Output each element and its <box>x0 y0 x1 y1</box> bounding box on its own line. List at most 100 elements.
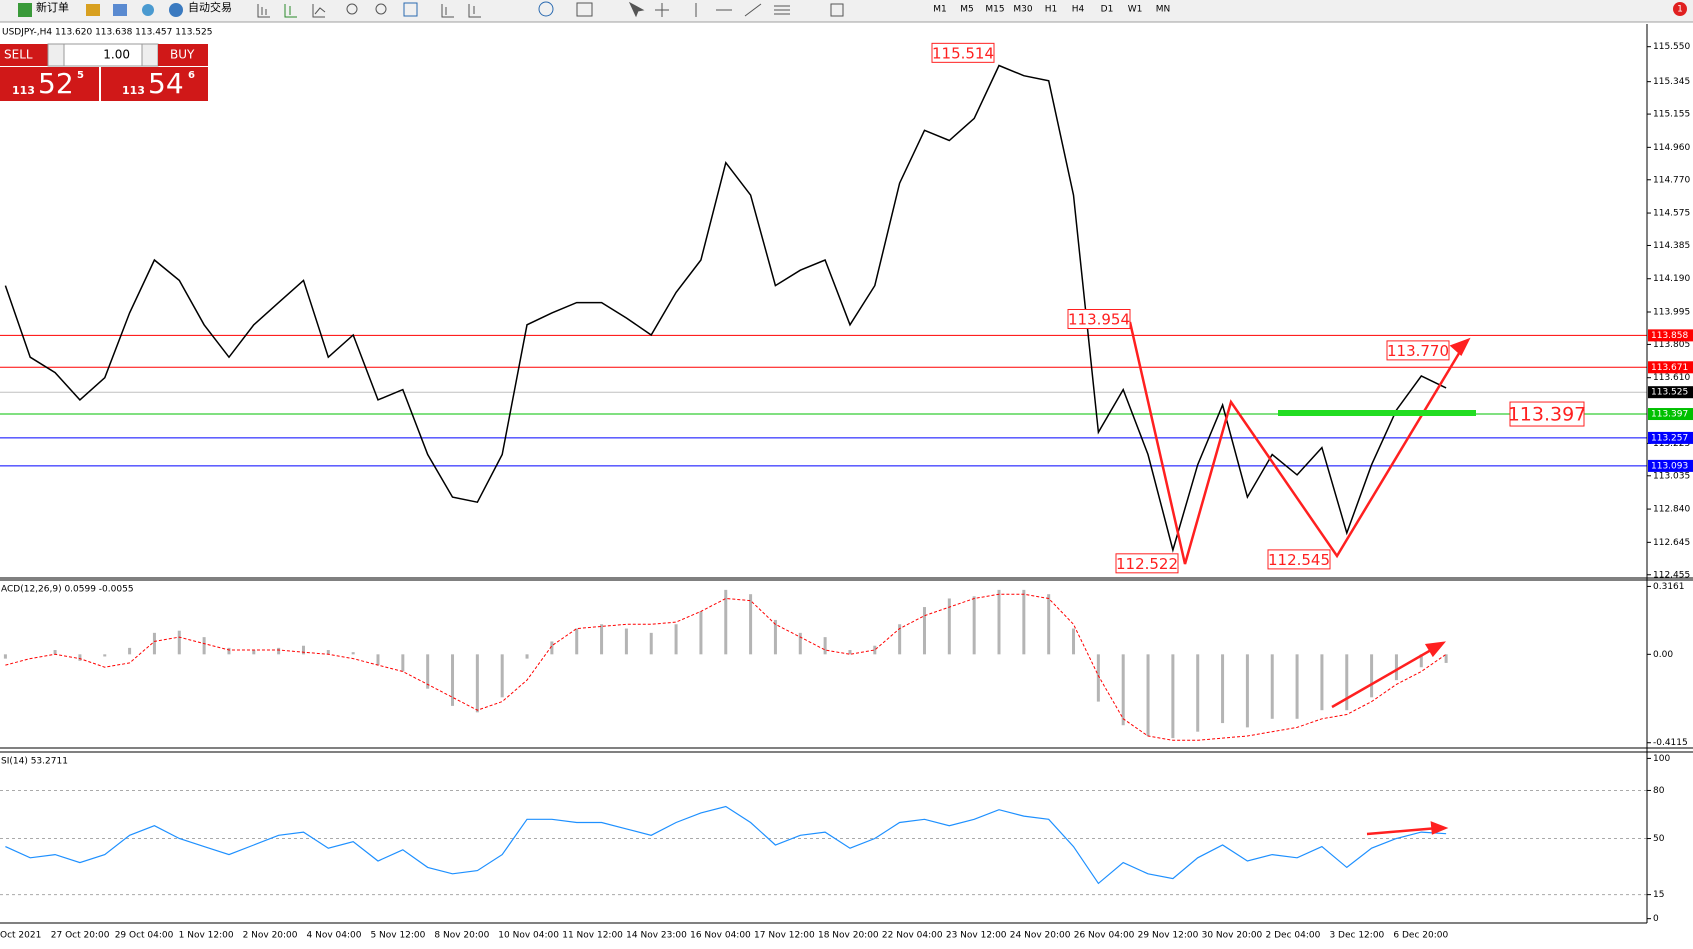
auto-trading-icon[interactable] <box>169 3 183 17</box>
histogram-bar <box>1146 654 1150 736</box>
timeframe-button[interactable]: M15 <box>985 5 1004 15</box>
ask-box[interactable] <box>101 67 208 101</box>
level-label-box <box>1648 431 1693 444</box>
histogram-bar <box>277 647 281 655</box>
y-tick-label: 112.840 <box>1653 505 1690 515</box>
timeframe-button[interactable]: H1 <box>1045 5 1058 15</box>
histogram-bar <box>1196 654 1200 732</box>
y-tick-label: 115.155 <box>1653 110 1690 120</box>
icon[interactable] <box>113 4 127 16</box>
chart-window <box>0 24 1693 949</box>
plots: 115.550 115.345 115.155 114.960 114.770 114.5… <box>0 28 1693 941</box>
icon[interactable] <box>284 4 297 18</box>
new-order-icon[interactable] <box>18 3 32 17</box>
histogram-bar <box>475 654 479 713</box>
histogram-bar <box>1370 654 1374 698</box>
timeframe-button[interactable]: D1 <box>1101 5 1114 15</box>
x-tick-label: Oct 2021 <box>0 931 41 941</box>
auto-trading-button[interactable]: 自动交易 <box>188 0 232 14</box>
timeframe-button[interactable]: MN <box>1156 5 1171 15</box>
histogram-bar <box>1419 654 1423 668</box>
cursor-tool[interactable] <box>628 1 645 18</box>
histogram-bar <box>674 624 678 655</box>
x-tick-label: 29 Oct 04:00 <box>115 931 174 941</box>
timeframe-button[interactable]: M1 <box>933 5 947 15</box>
icon[interactable] <box>257 4 270 18</box>
icon[interactable] <box>468 4 481 18</box>
icon[interactable] <box>142 4 154 16</box>
histogram-bar <box>351 652 355 655</box>
channel-tool[interactable] <box>774 5 790 15</box>
histogram-bar <box>227 647 231 655</box>
level-label: 113.671 <box>1651 363 1688 373</box>
histogram-bar <box>3 654 7 659</box>
trendline-tool[interactable] <box>744 3 762 17</box>
text-tool[interactable] <box>830 3 844 17</box>
level-label-box <box>1648 361 1693 374</box>
buy-button[interactable] <box>158 44 208 66</box>
icon[interactable] <box>403 2 418 17</box>
x-tick-label: 16 Nov 04:00 <box>690 931 751 941</box>
histogram-bar <box>600 624 604 655</box>
icon[interactable] <box>576 2 593 17</box>
level-label-box <box>1648 459 1693 472</box>
level-label: 113.525 <box>1651 388 1688 398</box>
histogram-bar <box>699 611 703 655</box>
y-tick-label: 113.610 <box>1653 373 1690 383</box>
icon[interactable] <box>441 4 454 18</box>
histogram-bar <box>798 632 802 655</box>
histogram-bar <box>1072 628 1076 655</box>
new-order-button[interactable]: 新订单 <box>36 0 69 14</box>
bid-box[interactable] <box>0 67 99 101</box>
toolbar <box>0 0 1693 22</box>
y-tick-label: 0 <box>1653 914 1659 924</box>
x-tick-label: 26 Nov 04:00 <box>1074 931 1135 941</box>
histogram-bar <box>873 645 877 655</box>
icon[interactable] <box>538 1 554 17</box>
histogram-bar <box>1345 654 1349 711</box>
indicator-title: SI(14) 53.2711 <box>1 757 68 767</box>
price-line <box>4 64 1447 553</box>
ask-pips: 54 <box>148 67 184 100</box>
timeframe-button[interactable]: M30 <box>1013 5 1032 15</box>
level-label: 113.093 <box>1651 461 1688 471</box>
y-tick-label: 113.805 <box>1653 340 1690 350</box>
one-click-trading: SELL 1.00 BUY 113 52 5 113 54 6 <box>0 43 208 101</box>
lots-up[interactable] <box>141 43 159 67</box>
y-tick-label: 113.995 <box>1653 308 1690 318</box>
timeframe-button[interactable]: M5 <box>960 5 974 15</box>
arrow-head <box>1430 821 1449 835</box>
lots-down[interactable] <box>47 43 65 67</box>
level-label: 113.858 <box>1651 331 1688 341</box>
histogram-bar <box>326 650 330 655</box>
histogram-bar <box>376 654 380 666</box>
histogram-bar <box>1121 654 1125 726</box>
icon[interactable] <box>86 4 100 16</box>
histogram-bar <box>401 654 405 672</box>
alert-badge[interactable] <box>1673 2 1687 16</box>
crosshair-tool[interactable] <box>655 3 669 17</box>
histogram-bar <box>78 654 82 661</box>
y-tick-label: 80 <box>1653 786 1665 796</box>
lots-value: 1.00 <box>103 48 130 62</box>
bid-fraction: 5 <box>77 70 84 81</box>
histogram-bar <box>252 650 256 655</box>
icon[interactable] <box>346 3 358 15</box>
histogram-bar <box>1022 589 1026 655</box>
macd-arrow <box>1331 644 1439 709</box>
x-tick-label: 2 Nov 20:00 <box>243 931 298 941</box>
icon[interactable] <box>312 4 326 18</box>
icon[interactable] <box>375 3 387 15</box>
histogram-bar <box>1047 594 1051 655</box>
chart-title: USDJPY-,H4 113.620 113.638 113.457 113.5… <box>2 28 212 38</box>
y-tick-label: 115.345 <box>1653 77 1690 87</box>
ask-fraction: 6 <box>188 70 195 81</box>
timeframe-button[interactable]: W1 <box>1128 5 1143 15</box>
histogram-bar <box>1270 654 1274 719</box>
arrow-head <box>1449 337 1471 357</box>
sell-button[interactable] <box>0 44 48 66</box>
timeframe-button[interactable]: H4 <box>1072 5 1085 15</box>
y-tick-label: 114.190 <box>1653 274 1690 284</box>
zigzag <box>1128 321 1466 565</box>
histogram-bar <box>773 619 777 655</box>
